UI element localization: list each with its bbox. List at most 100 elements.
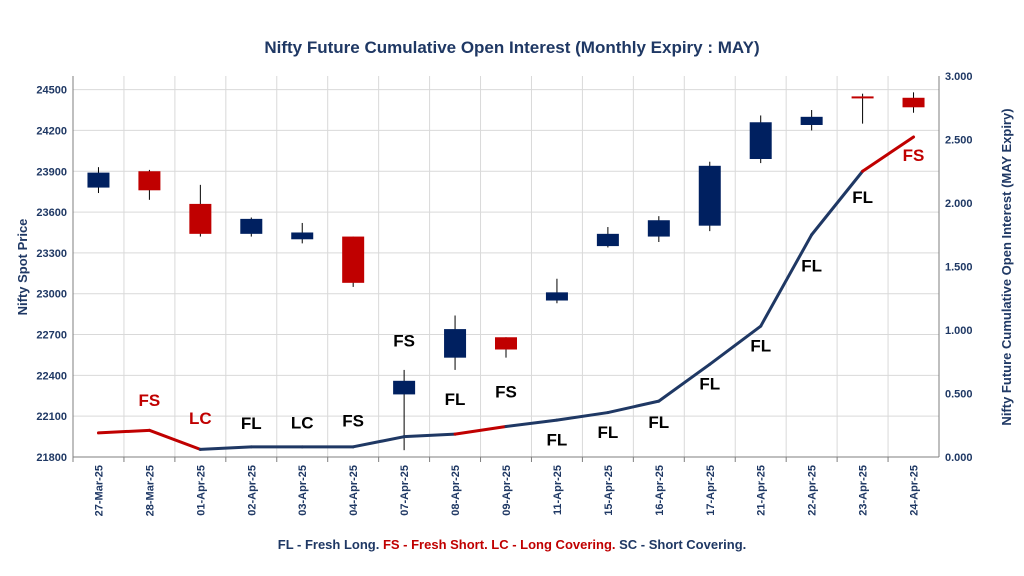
right-tick-label: 2.500: [945, 135, 973, 147]
oi-annotation: FS: [495, 382, 517, 401]
left-tick-label: 22100: [36, 411, 67, 423]
oi-segment: [147, 428, 202, 451]
oi-segment: [96, 428, 151, 435]
candle: [444, 315, 467, 370]
oi-segment: [198, 445, 253, 451]
candle-body: [291, 232, 314, 240]
left-tick-label: 23600: [36, 207, 67, 219]
right-tick-label: 1.000: [945, 325, 973, 337]
right-tick-label: 2.000: [945, 198, 973, 210]
oi-annotation: FL: [699, 375, 720, 394]
candle: [291, 222, 314, 244]
candle: [495, 337, 517, 358]
candle: [545, 278, 568, 304]
candle: [87, 167, 110, 194]
candle-body: [698, 165, 721, 226]
legend-item: SC - Short Covering.: [619, 537, 746, 552]
oi-annotation: FL: [750, 337, 771, 356]
right-tick-label: 0.500: [945, 389, 973, 401]
candle: [240, 217, 263, 237]
left-tick-label: 23900: [36, 166, 67, 178]
x-tick-label: 16-Apr-25: [654, 465, 666, 516]
right-tick-label: 0.000: [945, 452, 973, 464]
x-tick-label: 09-Apr-25: [501, 465, 513, 516]
candle: [596, 227, 619, 248]
left-tick-label: 21800: [36, 452, 67, 464]
candle: [342, 236, 365, 287]
left-tick-label: 23000: [36, 289, 67, 301]
x-tick-label: 21-Apr-25: [756, 465, 768, 516]
chart-title: Nifty Future Cumulative Open Interest (M…: [264, 38, 759, 57]
left-axis-title: Nifty Spot Price: [15, 219, 30, 316]
candle-body: [393, 380, 416, 395]
legend: FL - Fresh Long. FS - Fresh Short. LC - …: [278, 537, 747, 552]
right-axis-title: Nifty Future Cumulative Open Interest (M…: [999, 108, 1014, 425]
right-tick-label: 3.000: [945, 71, 973, 83]
candle-body: [444, 329, 467, 358]
legend-item: FS - Fresh Short.: [383, 537, 491, 552]
candle-layer: [87, 92, 925, 451]
oi-annotation: FS: [342, 412, 364, 431]
oi-annotation: FS: [393, 332, 415, 351]
candle-body: [902, 97, 925, 108]
oi-annotation: FS: [139, 391, 161, 410]
candle-body: [749, 122, 772, 160]
candle: [698, 161, 721, 232]
x-tick-label: 17-Apr-25: [705, 465, 717, 516]
oi-annotation: FL: [597, 423, 618, 442]
oi-annotation: FL: [445, 390, 466, 409]
x-axis: 27-Mar-25 28-Mar-25 01-Apr-25 02-Apr-25 03-A…: [72, 456, 939, 516]
oi-segment: [555, 411, 610, 422]
oi-segment: [861, 135, 916, 173]
candle-body: [240, 218, 263, 234]
x-tick-label: 08-Apr-25: [450, 465, 462, 516]
oi-annotation: FL: [241, 414, 262, 433]
annotation-layer: FS LC FL LC FS FS FL FS FL FL FL FL FL FL FL FS: [139, 146, 925, 449]
candle-body: [545, 292, 568, 301]
oi-annotation: FS: [903, 146, 925, 165]
oi-segment: [657, 362, 712, 403]
legend-item: LC - Long Covering.: [491, 537, 619, 552]
x-tick-label: 04-Apr-25: [348, 465, 360, 516]
x-tick-label: 03-Apr-25: [297, 465, 309, 516]
candle-body: [851, 96, 874, 99]
oi-segment: [453, 425, 508, 436]
oi-segment: [504, 418, 559, 429]
candle: [138, 169, 161, 200]
oi-segment: [606, 399, 661, 415]
x-tick-label: 07-Apr-25: [399, 465, 411, 516]
x-tick-label: 15-Apr-25: [603, 465, 615, 516]
oi-annotation: FL: [547, 431, 568, 450]
oi-segment: [708, 324, 763, 366]
candle-body: [189, 203, 212, 234]
candle-body: [800, 116, 823, 125]
oi-annotation: LC: [189, 409, 212, 428]
oi-annotation: FL: [852, 188, 873, 207]
x-tick-label: 01-Apr-25: [195, 465, 207, 516]
candle: [647, 216, 670, 243]
x-tick-label: 27-Mar-25: [93, 465, 105, 516]
candle-body: [596, 233, 619, 247]
x-tick-label: 24-Apr-25: [909, 465, 921, 516]
candle-body: [647, 220, 670, 237]
oi-annotation: LC: [291, 413, 314, 432]
oi-segment: [351, 435, 406, 449]
candle: [749, 115, 772, 164]
candle: [800, 110, 823, 131]
open-interest-line: [96, 135, 916, 451]
grid-layer: [72, 76, 940, 457]
right-axis: 3.000 2.500 2.000 1.500 1.000 0.500 0.000: [938, 71, 973, 464]
x-tick-label: 02-Apr-25: [246, 465, 258, 516]
candle-body: [342, 236, 365, 283]
oi-segment: [402, 432, 457, 439]
oi-segment: [759, 233, 814, 328]
oi-annotation: FL: [648, 413, 669, 432]
oi-annotation: FL: [801, 257, 822, 276]
left-tick-label: 24500: [36, 85, 67, 97]
candle-body: [495, 337, 517, 350]
x-tick-label: 28-Mar-25: [144, 465, 156, 516]
left-tick-label: 22700: [36, 330, 67, 342]
x-tick-label: 22-Apr-25: [807, 465, 819, 516]
